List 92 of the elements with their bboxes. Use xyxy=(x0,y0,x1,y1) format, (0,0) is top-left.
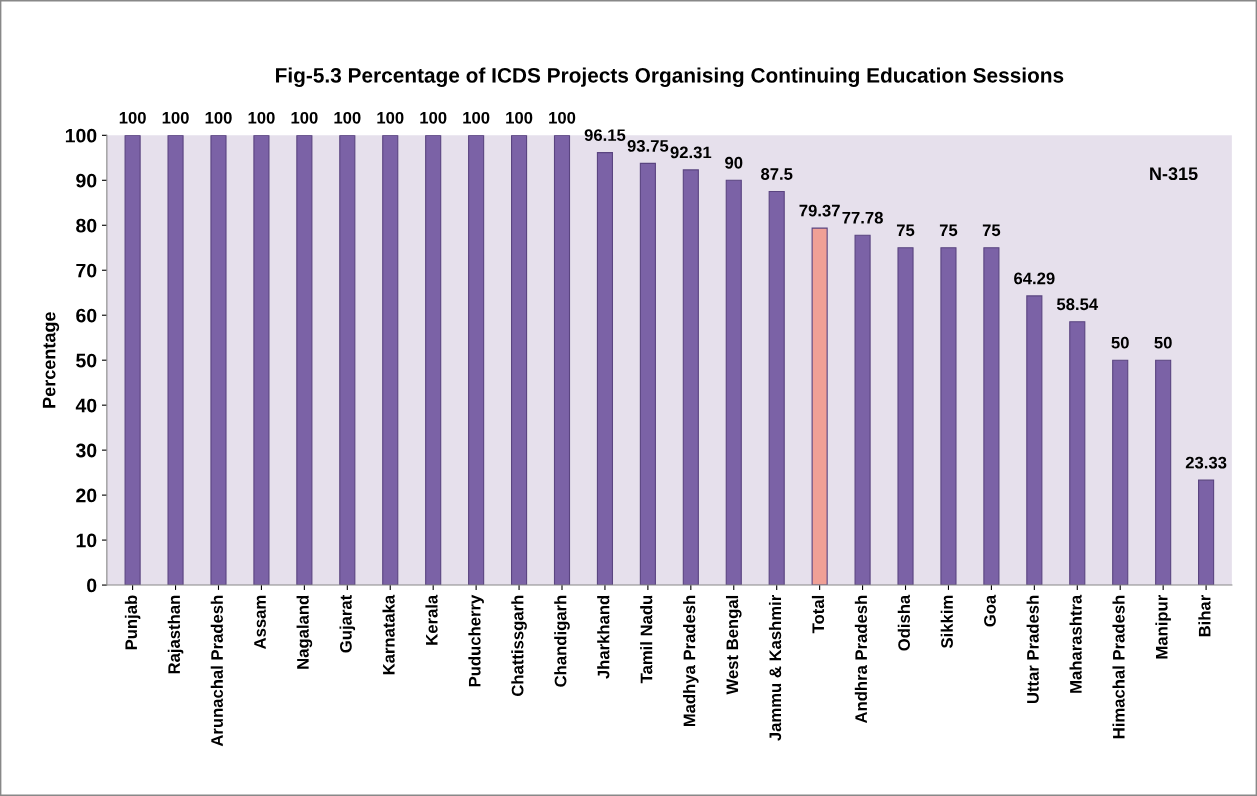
x-tick-label: Kerala xyxy=(425,594,438,645)
x-tick-label: Maharashtra xyxy=(1069,594,1082,693)
data-label: 100 xyxy=(334,111,361,124)
bar xyxy=(897,247,914,586)
bar xyxy=(296,135,313,586)
data-label: 100 xyxy=(377,111,404,124)
data-label: 75 xyxy=(982,224,1001,237)
x-tick-label: West Bengal xyxy=(725,595,742,695)
data-label: 90 xyxy=(725,156,743,169)
bar xyxy=(983,247,1000,586)
bar xyxy=(768,190,785,586)
data-label: 100 xyxy=(162,111,189,124)
x-tick-label: Arunachal Pradesh xyxy=(210,595,223,747)
bar xyxy=(1026,295,1043,586)
y-tick-label: 80 xyxy=(76,218,97,233)
x-tick-label: Rajasthan xyxy=(167,595,184,674)
data-label: 23.33 xyxy=(1185,456,1227,469)
x-tick-label: Total xyxy=(811,595,825,634)
bar xyxy=(425,135,442,586)
bar xyxy=(210,135,227,586)
x-tick-label: Andhra Pradesh xyxy=(854,595,868,724)
x-tick-label: Assam xyxy=(254,595,266,650)
x-tick-label: Punjab xyxy=(124,595,141,650)
data-label: 96.15 xyxy=(584,129,626,142)
data-label: 100 xyxy=(463,111,490,124)
bar xyxy=(725,179,742,586)
bar xyxy=(1069,321,1086,586)
y-tick-label: 30 xyxy=(75,443,97,458)
data-label: 75 xyxy=(939,224,958,237)
bar xyxy=(639,162,656,586)
x-tick-label: Jammu & Kashmir xyxy=(768,595,782,741)
data-label: 100 xyxy=(248,111,275,124)
y-tick-label: 90 xyxy=(76,173,97,188)
bar xyxy=(596,152,614,586)
x-tick-label: Nagaland xyxy=(296,595,313,669)
y-tick-label: 10 xyxy=(76,533,97,548)
data-label: 100 xyxy=(205,111,232,124)
bar xyxy=(510,135,528,586)
x-tick-label: Manipur xyxy=(1155,595,1171,659)
x-tick-label: Puducherry xyxy=(468,594,484,687)
x-tick-label: Tamil Nadu xyxy=(640,595,653,684)
x-tick-label: Chandigarh xyxy=(554,595,570,687)
bar xyxy=(124,135,141,586)
y-tick-label: 70 xyxy=(76,263,97,278)
y-tick-label: 0 xyxy=(87,578,97,593)
data-label: 92.31 xyxy=(670,146,712,159)
data-label: 50 xyxy=(1154,336,1172,349)
data-label: 64.29 xyxy=(1014,272,1055,285)
y-tick-label: 20 xyxy=(76,488,97,503)
bar xyxy=(682,169,699,586)
y-tick-label: 40 xyxy=(75,398,97,413)
x-tick-label: Uttar Pradesh xyxy=(1026,595,1039,704)
data-label: 79.37 xyxy=(799,204,840,217)
bar xyxy=(811,227,828,586)
bar xyxy=(468,135,485,586)
data-label: 87.5 xyxy=(761,168,793,180)
bar xyxy=(1198,479,1215,586)
data-label: 100 xyxy=(506,111,533,124)
data-label: 75 xyxy=(896,224,915,237)
x-tick-label: Chattissgarh xyxy=(511,595,527,696)
chart-title: Fig-5.3 Percentage of ICDS Projects Organising Continuing Education Sessions xyxy=(276,67,1064,87)
data-label: 100 xyxy=(291,111,318,124)
x-tick-label: Himachal Pradesh xyxy=(1112,595,1125,739)
y-tick-label: 60 xyxy=(76,308,97,323)
x-tick-label: Goa xyxy=(984,594,996,627)
bar xyxy=(553,135,571,586)
bar xyxy=(940,247,957,586)
x-tick-label: Odisha xyxy=(897,594,910,651)
x-tick-label: Bihar xyxy=(1198,595,1211,637)
bar xyxy=(167,135,184,586)
x-tick-label: Madhya Pradesh xyxy=(683,595,699,727)
x-tick-label: Gujarat xyxy=(339,594,356,653)
data-label: 50 xyxy=(1111,336,1129,349)
annotation: N-315 xyxy=(1150,167,1198,181)
bar xyxy=(253,135,270,586)
data-label: 100 xyxy=(119,111,146,124)
x-tick-label: Karnataka xyxy=(382,594,395,675)
bar xyxy=(382,135,399,586)
data-label: 100 xyxy=(420,111,447,124)
data-label: 58.54 xyxy=(1056,298,1099,311)
bar xyxy=(1112,359,1129,586)
bar xyxy=(854,234,871,586)
x-tick-label: Jharkhand xyxy=(597,595,610,679)
data-label: 100 xyxy=(549,111,576,124)
y-axis-title: Percentage xyxy=(42,312,60,408)
bar xyxy=(1155,359,1172,586)
data-label: 77.78 xyxy=(842,211,883,224)
y-tick-label: 100 xyxy=(65,128,97,143)
x-tick-label: Sikkim xyxy=(940,595,953,649)
y-tick-label: 50 xyxy=(76,353,97,368)
data-label: 93.75 xyxy=(627,140,669,152)
bar xyxy=(339,135,356,586)
